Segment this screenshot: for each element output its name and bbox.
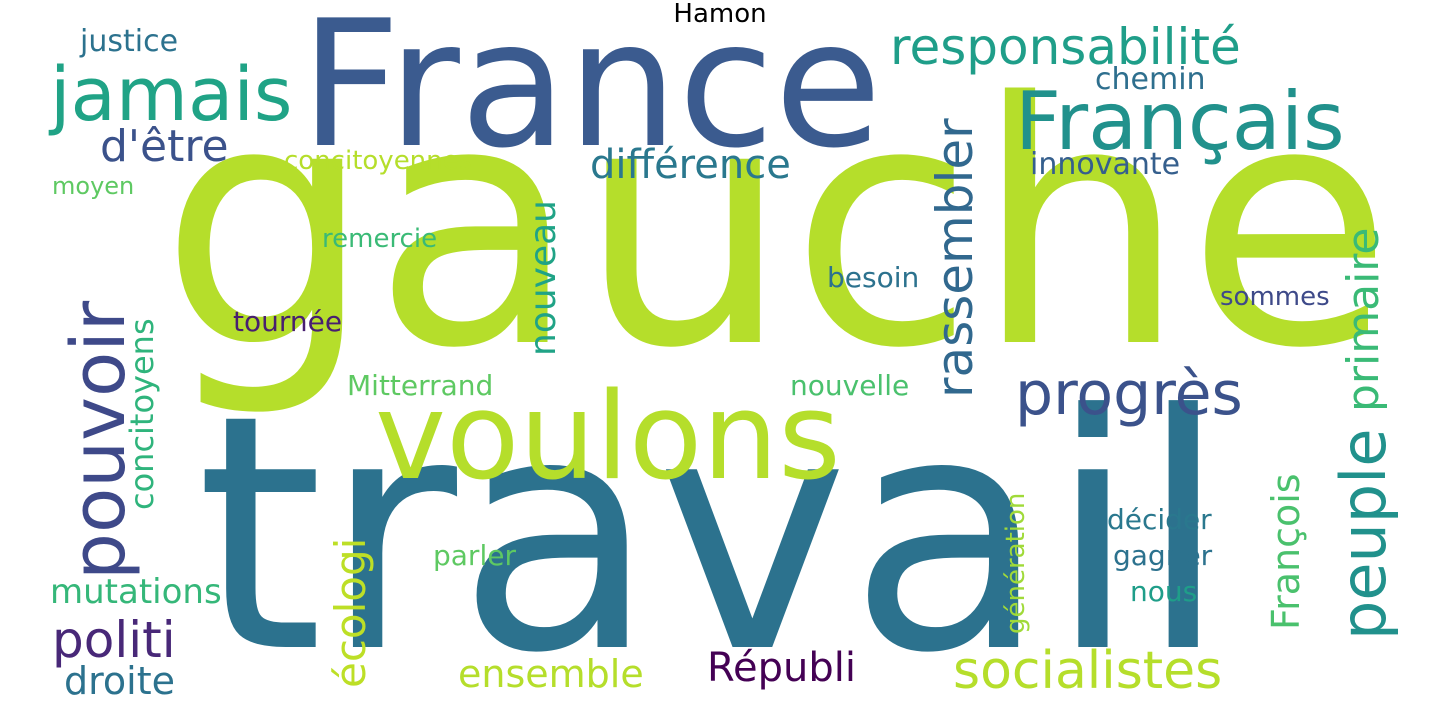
word-parler: parler: [433, 539, 516, 572]
word-primaire: primaire: [1338, 227, 1389, 413]
word-politi: politi: [52, 611, 176, 669]
word-rassembler: rassembler: [926, 118, 984, 398]
word-concitoyens: concitoyens: [123, 318, 161, 510]
word-moyen: moyen: [52, 172, 135, 200]
word-mutations: mutations: [50, 572, 222, 612]
chart-title: Hamon: [673, 0, 767, 29]
word-gagner: gagner: [1113, 539, 1213, 572]
word-sommes: sommes: [1220, 282, 1330, 312]
word-republi: Républi: [707, 645, 856, 691]
word-remercie: remercie: [322, 224, 438, 254]
word-responsabilite: responsabilité: [890, 18, 1241, 76]
word-travail: travail: [196, 345, 1229, 724]
word-nouvelle: nouvelle: [790, 369, 910, 402]
word-tournee: tournée: [233, 305, 343, 338]
word-detre: d'être: [100, 121, 229, 172]
word-difference: différence: [590, 142, 791, 188]
word-generation: génération: [1001, 492, 1031, 634]
word-socialistes: socialistes: [953, 641, 1223, 701]
word-peuple: peuple: [1327, 428, 1400, 640]
word-francois: François: [1264, 473, 1308, 630]
word-innovante: innovante: [1030, 147, 1181, 182]
word-chemin: chemin: [1095, 62, 1206, 97]
word-ecologi: écologi: [326, 537, 375, 688]
word-jamais: jamais: [50, 52, 293, 138]
word-mitterrand: Mitterrand: [347, 369, 494, 402]
word-francais: Français: [1015, 75, 1345, 168]
word-concitoyennes: concitoyennes: [284, 146, 473, 176]
word-nous: nous: [1130, 575, 1198, 608]
word-voulons: voulons: [375, 368, 841, 507]
word-ensemble: ensemble: [458, 652, 644, 696]
word-decider: décider: [1107, 503, 1212, 536]
word-nouveau: nouveau: [523, 200, 564, 356]
word-gauche: gauche: [160, 32, 1393, 422]
word-droite: droite: [64, 659, 175, 703]
word-france: France: [300, 0, 882, 187]
word-besoin: besoin: [827, 261, 920, 294]
word-progres: progrès: [1015, 359, 1243, 429]
word-justice: justice: [80, 24, 179, 59]
